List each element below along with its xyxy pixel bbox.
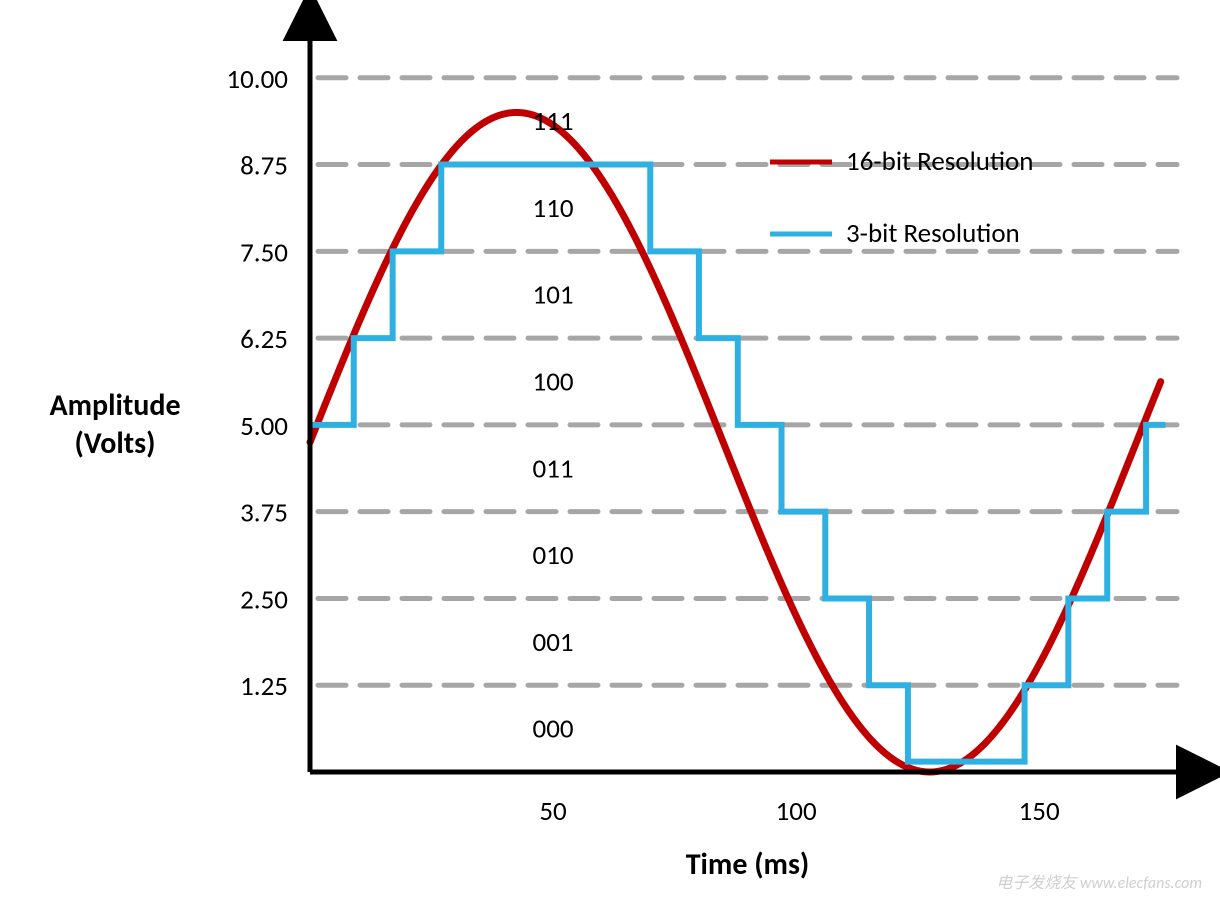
- legend-label-sine: 16-bit Resolution: [846, 145, 1033, 178]
- bin-code-label: 101: [533, 279, 574, 312]
- ytick-label: 1.25: [240, 670, 288, 703]
- chart-container: 1.25 2.50 3.75 5.00 6.25 7.50 8.75 10.00 50 100 15…: [0, 0, 1220, 902]
- bin-code-label: 010: [533, 539, 574, 572]
- bin-code-label: 110: [533, 192, 574, 225]
- ytick-label: 2.50: [240, 583, 288, 616]
- xtick-label: 100: [776, 795, 817, 828]
- legend: 16-bit Resolution 3-bit Resolution: [770, 145, 1033, 250]
- series-sine: [310, 112, 1161, 772]
- ytick-label: 8.75: [240, 150, 288, 183]
- bin-code-label: 111: [533, 105, 574, 138]
- ytick-label: 6.25: [240, 323, 288, 356]
- ytick-label: 5.00: [240, 410, 288, 443]
- watermark: 电子发烧友 www.elecfans.com: [996, 874, 1202, 893]
- xtick-label: 50: [539, 795, 566, 828]
- gridlines: [318, 78, 1177, 685]
- chart-svg: 1.25 2.50 3.75 5.00 6.25 7.50 8.75 10.00 50 100 15…: [0, 0, 1220, 902]
- bin-code-label: 001: [533, 626, 574, 659]
- xtick-label: 150: [1019, 795, 1060, 828]
- ytick-label: 7.50: [240, 236, 288, 269]
- bin-code-label: 011: [533, 452, 574, 485]
- ytick-label: 3.75: [240, 497, 288, 530]
- legend-label-step: 3-bit Resolution: [846, 217, 1020, 250]
- x-axis-title: Time (ms): [686, 846, 810, 883]
- bin-code-label: 000: [533, 713, 574, 746]
- y-axis-title-units: (Volts): [75, 425, 156, 462]
- bin-code-label: 100: [533, 365, 574, 398]
- y-axis-title: Amplitude: [49, 387, 180, 424]
- ytick-label: 10.00: [226, 63, 288, 96]
